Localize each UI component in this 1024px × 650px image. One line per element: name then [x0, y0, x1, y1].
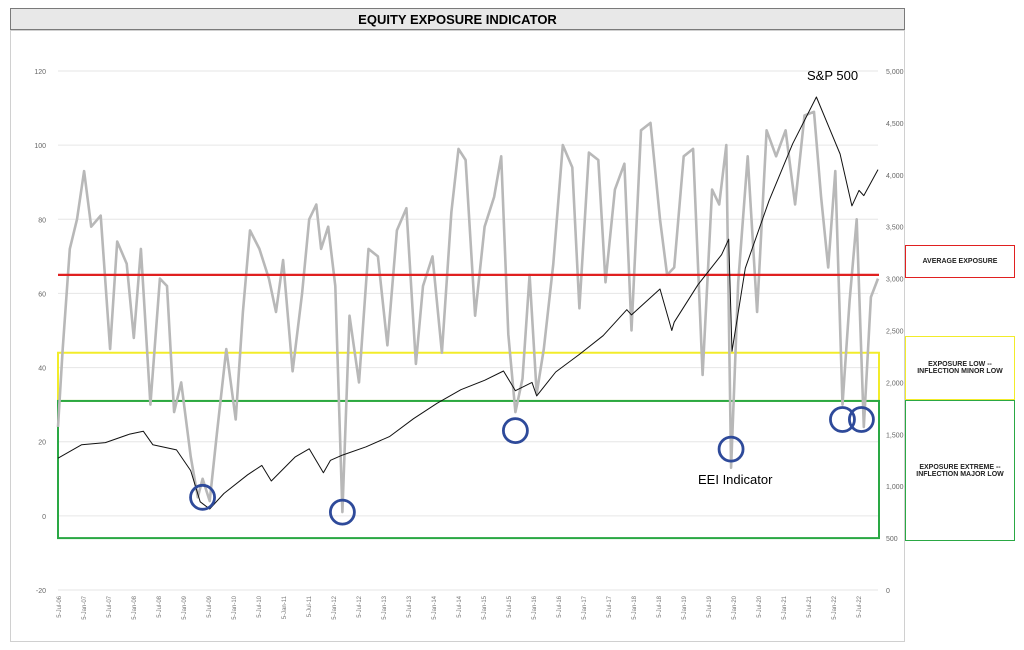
x-tick-label: 5-Jul-13 — [407, 595, 413, 617]
zones — [57, 351, 880, 540]
extreme-low-marker — [189, 483, 216, 511]
x-tick-label: 5-Jan-18 — [632, 595, 638, 619]
x-tick-label: 5-Jan-08 — [132, 595, 138, 619]
x-tick-label: 5-Jul-18 — [657, 595, 663, 617]
x-tick-label: 5-Jan-16 — [532, 595, 538, 619]
y-left-tick-label: 120 — [34, 69, 46, 76]
y-right-tick-label: 4,500 — [886, 121, 904, 128]
axes: -20 0 20 40 60 80 100 120 0 500 1,000 1,500 2,000 2,5… — [34, 69, 903, 620]
zone-label-average: AVERAGE EXPOSURE — [905, 245, 1015, 278]
eei-annotation: EEI Indicator — [698, 472, 773, 487]
y-right-tick-label: 1,500 — [886, 432, 904, 439]
eei-indicator-line — [56, 110, 880, 514]
x-tick-label: 5-Jul-10 — [257, 595, 263, 617]
x-tick-label: 5-Jul-16 — [557, 595, 563, 617]
x-tick-label: 5-Jul-11 — [307, 595, 313, 617]
y-left-tick-label: 80 — [38, 217, 46, 224]
x-tick-label: 5-Jul-21 — [807, 595, 813, 617]
extreme-low-marker — [717, 435, 745, 463]
y-left-tick-label: 100 — [34, 143, 46, 150]
y-left-tick-label: 40 — [38, 366, 46, 373]
extreme-low-marker — [328, 498, 356, 526]
x-tick-label: 5-Jan-10 — [232, 595, 238, 619]
grid — [58, 70, 878, 591]
sp500-annotation: S&P 500 — [807, 68, 858, 83]
x-tick-label: 5-Jul-15 — [507, 595, 513, 617]
extreme-low-marker — [829, 406, 856, 433]
x-tick-label: 5-Jul-08 — [157, 595, 163, 617]
chart-title: EQUITY EXPOSURE INDICATOR — [10, 8, 905, 30]
low-exposure-zone — [57, 351, 880, 402]
y-right-tick-label: 0 — [886, 588, 890, 595]
x-tick-label: 5-Jul-12 — [357, 595, 363, 617]
y-left-tick-label: 0 — [42, 514, 46, 521]
x-tick-label: 5-Jul-19 — [707, 595, 713, 617]
y-right-tick-label: 4,000 — [886, 173, 904, 180]
extreme-low-marker — [501, 417, 529, 444]
x-tick-label: 5-Jan-11 — [282, 595, 288, 619]
zone-label-low: EXPOSURE LOW -- INFLECTION MINOR LOW — [905, 336, 1015, 400]
x-tick-label: 5-Jan-13 — [382, 595, 388, 619]
y-left-tick-label: 20 — [38, 440, 46, 447]
x-tick-label: 5-Jan-21 — [782, 595, 788, 619]
x-tick-label: 5-Jan-22 — [832, 595, 838, 619]
x-tick-label: 5-Jan-12 — [332, 595, 338, 619]
y-right-tick-label: 500 — [886, 536, 898, 543]
y-right-tick-label: 2,500 — [886, 329, 904, 336]
markers — [189, 406, 875, 526]
x-tick-label: 5-Jul-09 — [207, 595, 213, 617]
x-tick-label: 5-Jan-17 — [582, 595, 588, 619]
x-tick-label: 5-Jan-20 — [732, 595, 738, 619]
x-tick-label: 5-Jul-06 — [57, 595, 63, 617]
x-tick-label: 5-Jul-20 — [757, 595, 763, 617]
y-right-tick-label: 5,000 — [886, 69, 904, 76]
series — [56, 96, 880, 514]
zone-label-extreme: EXPOSURE EXTREME -- INFLECTION MAJOR LOW — [905, 400, 1015, 541]
x-tick-label: 5-Jul-14 — [457, 595, 463, 617]
x-tick-label: 5-Jan-09 — [182, 595, 188, 619]
y-left-tick-label: 60 — [38, 291, 46, 298]
x-tick-label: 5-Jan-19 — [682, 595, 688, 619]
x-tick-label: 5-Jul-07 — [107, 595, 113, 617]
x-tick-label: 5-Jul-22 — [857, 595, 863, 617]
y-right-tick-label: 2,000 — [886, 380, 904, 387]
x-tick-label: 5-Jul-17 — [607, 595, 613, 617]
x-tick-label: 5-Jan-14 — [432, 595, 438, 619]
plot-frame — [10, 30, 905, 642]
y-right-tick-label: 3,000 — [886, 277, 904, 284]
extreme-low-marker — [848, 406, 875, 433]
x-tick-label: 5-Jan-15 — [482, 595, 488, 619]
x-tick-label: 5-Jan-07 — [82, 595, 88, 619]
y-right-tick-label: 1,000 — [886, 484, 904, 491]
extreme-exposure-zone — [57, 399, 880, 540]
sp500-line — [57, 96, 879, 510]
y-left-tick-label: -20 — [36, 588, 46, 595]
y-right-tick-label: 3,500 — [886, 225, 904, 232]
